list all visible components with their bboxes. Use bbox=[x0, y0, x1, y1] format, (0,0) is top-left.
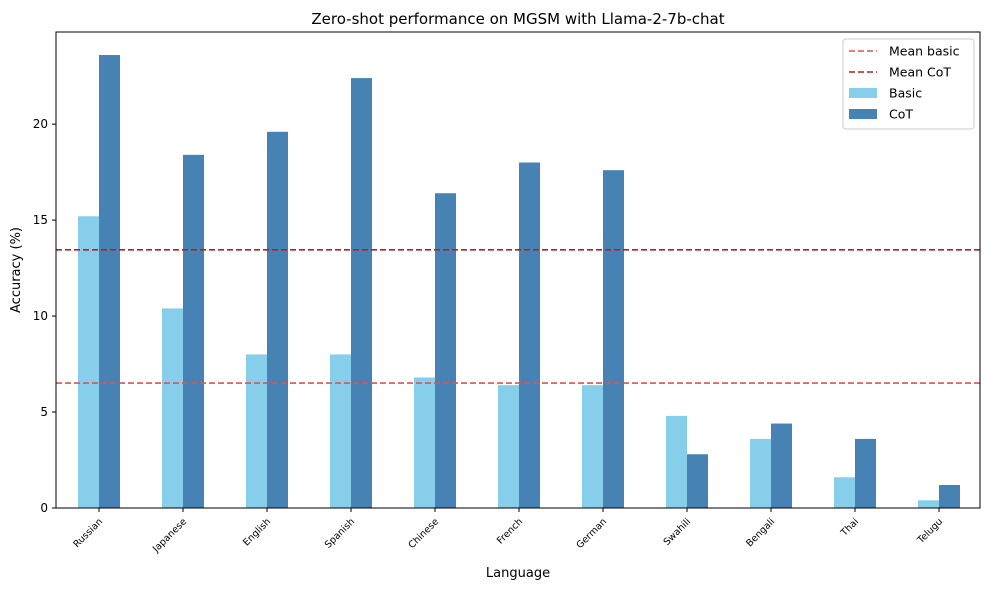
bar-cot-bengali bbox=[771, 423, 792, 508]
legend-swatch-cot bbox=[849, 109, 877, 119]
bar-basic-chinese bbox=[414, 377, 435, 508]
y-axis-label: Accuracy (%) bbox=[9, 227, 24, 313]
y-tick-label: 20 bbox=[33, 117, 48, 131]
y-tick-label: 0 bbox=[40, 501, 48, 515]
bar-cot-japanese bbox=[183, 154, 204, 508]
y-tick-label: 5 bbox=[40, 405, 48, 419]
plot-frame bbox=[55, 31, 981, 509]
bar-basic-english bbox=[246, 354, 267, 508]
legend-label-mean-basic: Mean basic bbox=[889, 44, 960, 59]
bar-cot-thai bbox=[855, 438, 876, 508]
bar-basic-french bbox=[498, 385, 519, 508]
bar-cot-russian bbox=[99, 55, 120, 508]
bar-basic-russian bbox=[78, 216, 99, 509]
bar-basic-swahili bbox=[666, 415, 687, 508]
bar-cot-chinese bbox=[435, 193, 456, 508]
bar-basic-telugu bbox=[918, 500, 939, 508]
bar-cot-english bbox=[267, 131, 288, 508]
bar-cot-french bbox=[519, 162, 540, 509]
y-tick-label: 10 bbox=[33, 309, 48, 323]
legend: Mean basic Mean CoT Basic CoT bbox=[842, 38, 975, 130]
legend-swatch-basic bbox=[849, 88, 877, 98]
legend-box bbox=[842, 38, 975, 130]
legend-label-basic: Basic bbox=[889, 86, 922, 101]
bar-basic-japanese bbox=[162, 308, 183, 508]
bar-cot-telugu bbox=[939, 484, 960, 508]
bar-basic-spanish bbox=[330, 354, 351, 508]
legend-label-mean-cot: Mean CoT bbox=[889, 65, 951, 80]
bar-basic-bengali bbox=[750, 438, 771, 508]
x-axis-label: Language bbox=[486, 566, 550, 581]
bar-cot-swahili bbox=[687, 454, 708, 508]
bar-cot-german bbox=[603, 170, 624, 508]
legend-label-cot: CoT bbox=[889, 107, 913, 122]
bar-basic-thai bbox=[834, 477, 855, 508]
y-tick-label: 15 bbox=[33, 213, 48, 227]
bar-basic-german bbox=[582, 385, 603, 508]
chart-title: Zero-shot performance on MGSM with Llama… bbox=[311, 10, 724, 28]
bar-cot-spanish bbox=[351, 78, 372, 508]
